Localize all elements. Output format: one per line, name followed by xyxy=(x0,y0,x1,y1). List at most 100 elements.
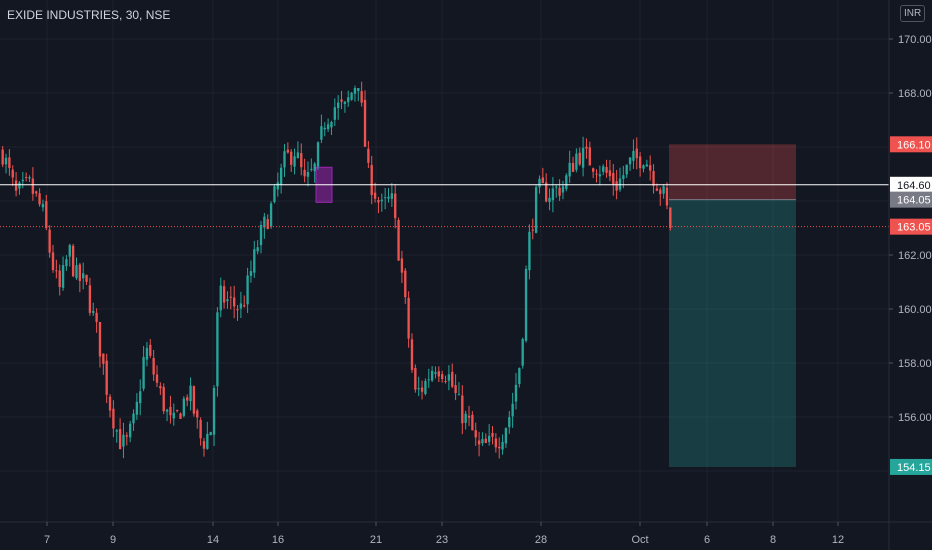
y-tick-label: 168.00 xyxy=(898,88,932,100)
candle-body xyxy=(548,197,551,202)
candle-body xyxy=(474,430,477,438)
candle-body xyxy=(538,178,541,188)
candle-body xyxy=(28,177,31,179)
candle-body xyxy=(132,413,135,424)
candle-body xyxy=(394,193,397,219)
candle-body xyxy=(367,148,370,163)
candle-body xyxy=(649,165,652,171)
candle-body xyxy=(196,410,199,418)
candle-body xyxy=(491,432,494,437)
candle-body xyxy=(659,189,662,195)
y-tick-label: 160.00 xyxy=(898,304,932,316)
candle-body xyxy=(427,379,430,381)
candle-body xyxy=(387,196,390,199)
candle-body xyxy=(202,441,206,449)
candle-body xyxy=(565,175,568,190)
position-zones[interactable] xyxy=(315,144,796,467)
candle-body xyxy=(363,99,367,147)
candle-body xyxy=(524,268,528,341)
candle-body xyxy=(377,200,380,203)
candle-body xyxy=(259,225,263,246)
candle-body xyxy=(149,344,152,356)
candle-body xyxy=(229,296,232,298)
candle-body xyxy=(410,339,414,370)
candle-body xyxy=(11,169,14,178)
x-tick-label: 7 xyxy=(44,534,50,546)
candle-body xyxy=(323,127,326,130)
candle-body xyxy=(169,406,172,416)
candle-body xyxy=(447,374,451,381)
candle-body xyxy=(182,398,186,416)
candle-body xyxy=(263,216,266,228)
candle-body xyxy=(212,388,216,435)
candle-body xyxy=(38,193,41,205)
candle-body xyxy=(333,107,336,120)
candle-body xyxy=(511,403,514,417)
price-label-text: 164.60 xyxy=(897,180,931,192)
currency-badge[interactable]: INR xyxy=(900,5,926,22)
price-labels: 166.10 164.60 164.05 163.05 154.15 xyxy=(890,136,932,475)
x-tick-label: 9 xyxy=(110,534,116,546)
candle-body xyxy=(219,285,222,311)
candle-body xyxy=(390,193,394,199)
candle-body xyxy=(370,165,373,196)
chart-title: EXIDE INDUSTRIES, 30, NSE xyxy=(7,8,171,22)
take-profit-zone[interactable] xyxy=(669,199,796,467)
x-tick-label: 21 xyxy=(370,534,382,546)
candle-body xyxy=(467,415,471,418)
candle-body xyxy=(457,394,461,396)
candle-body xyxy=(612,173,615,185)
candle-body xyxy=(494,438,498,448)
candle-body xyxy=(642,165,645,169)
y-tick-label: 162.00 xyxy=(898,250,932,262)
candle-body xyxy=(608,170,612,177)
price-label-tag xyxy=(890,191,932,208)
candle-body xyxy=(118,429,122,449)
candle-body xyxy=(514,384,518,402)
candle-body xyxy=(481,439,484,444)
candle-body xyxy=(239,303,243,309)
candle-body xyxy=(145,347,149,360)
price-lines xyxy=(0,184,889,228)
candle-body xyxy=(541,177,545,184)
y-tick-label: 158.00 xyxy=(898,358,932,370)
stop-loss-zone[interactable] xyxy=(669,144,796,200)
candle-body xyxy=(216,312,219,387)
candle-body xyxy=(152,358,155,375)
candle-body xyxy=(4,157,8,165)
candle-body xyxy=(665,187,669,206)
candle-body xyxy=(105,360,108,395)
price-label-tag xyxy=(890,458,932,475)
candle-body xyxy=(1,149,4,165)
candle-body xyxy=(347,97,350,103)
candle-body xyxy=(186,397,189,401)
candle-body xyxy=(414,368,417,390)
candle-body xyxy=(501,441,504,450)
candle-body xyxy=(669,207,672,228)
candle-body xyxy=(71,245,75,277)
candle-body xyxy=(380,199,383,202)
candle-body xyxy=(226,299,229,302)
candle-body xyxy=(645,164,649,167)
candle-body xyxy=(122,434,125,447)
candle-body xyxy=(417,388,420,390)
candle-body xyxy=(320,126,323,140)
candle-body xyxy=(585,146,588,149)
candle-body xyxy=(112,408,115,429)
candle-body xyxy=(373,192,377,199)
candle-body xyxy=(142,357,145,389)
candle-body xyxy=(437,371,441,377)
x-tick-label: 16 xyxy=(272,534,284,546)
candle-body xyxy=(400,258,404,273)
candle-body xyxy=(290,151,293,165)
x-tick-label: 6 xyxy=(704,534,710,546)
candle-body xyxy=(454,385,457,394)
candle-body xyxy=(588,147,591,166)
candle-body xyxy=(78,264,82,281)
candle-body xyxy=(555,186,558,188)
candle-body xyxy=(162,386,165,412)
candle-body xyxy=(300,153,303,168)
